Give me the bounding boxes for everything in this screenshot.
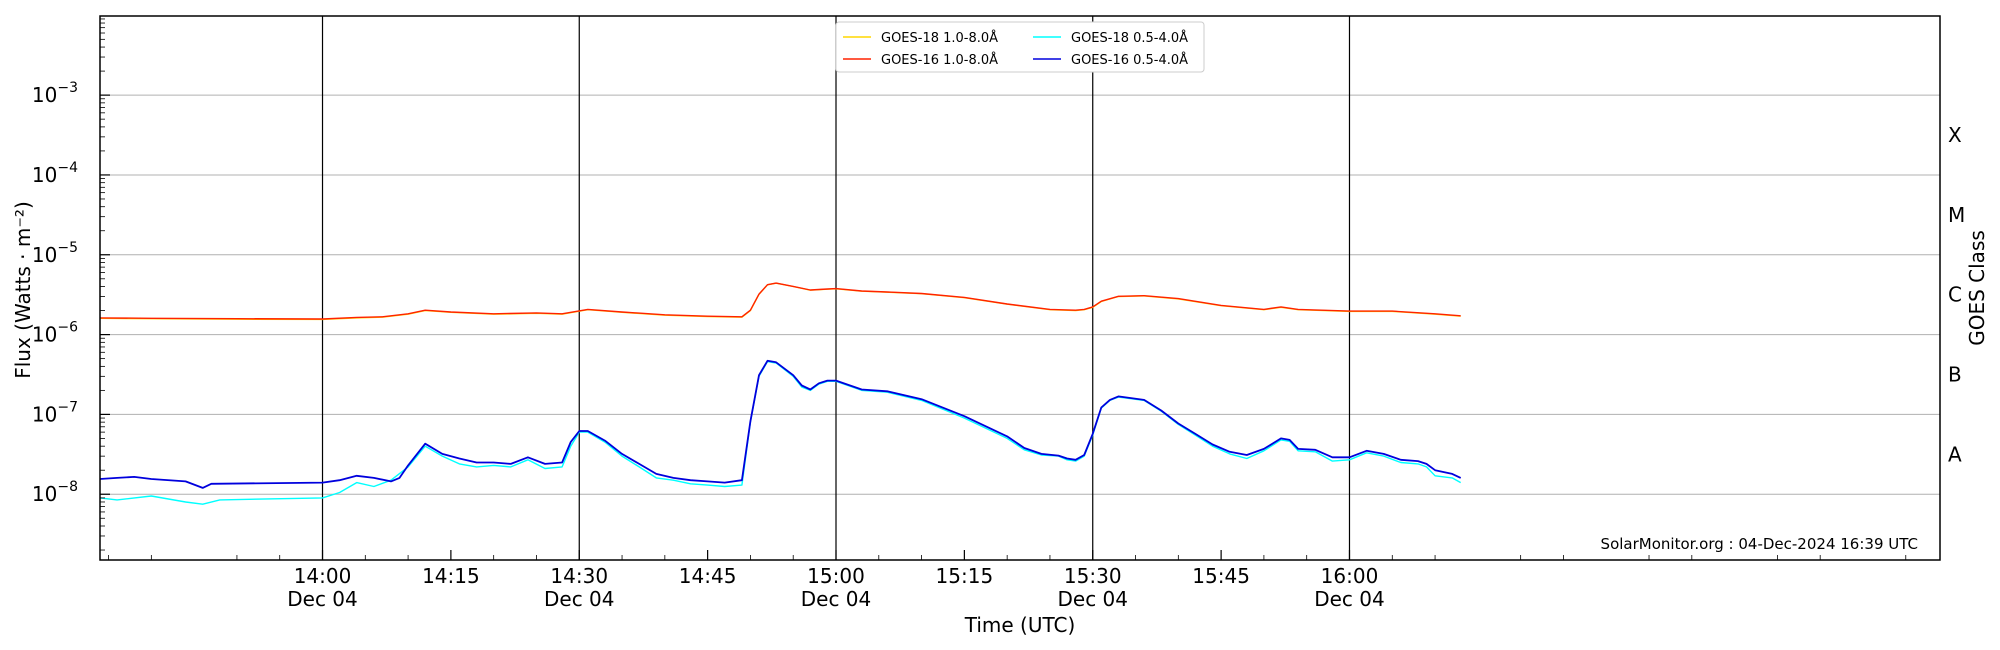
goes-class-label: B [1948, 363, 1962, 387]
legend-label: GOES-18 0.5-4.0Å [1071, 30, 1188, 46]
x-tick-label: 16:00 [1321, 564, 1379, 588]
x-tick-date-label: Dec 04 [287, 587, 358, 611]
x-tick-date-label: Dec 04 [801, 587, 872, 611]
goes-class-label: M [1948, 203, 1965, 227]
x-tick-date-label: Dec 04 [1057, 587, 1128, 611]
grid-lines [100, 16, 1940, 560]
y-axis-title: Flux (Watts · m⁻²) [11, 201, 35, 379]
legend-box [835, 21, 1205, 73]
legend-label: GOES-18 1.0-8.0Å [881, 30, 998, 46]
y-tick-label: 10−8 [32, 479, 78, 506]
x-tick-label: 15:45 [1192, 564, 1250, 588]
series-line [99, 282, 1461, 320]
goes-class-label: A [1948, 442, 1962, 466]
goes-class-label: X [1948, 123, 1962, 147]
x-tick-label: 15:30 [1064, 564, 1122, 588]
legend-label: GOES-16 1.0-8.0Å [881, 52, 998, 68]
axis-ticks [100, 18, 1907, 560]
x-tick-label: 14:30 [550, 564, 608, 588]
series-line [99, 359, 1462, 489]
x-axis-title: Time (UTC) [964, 613, 1076, 637]
x-tick-date-label: Dec 04 [1314, 587, 1385, 611]
y-tick-label: 10−3 [32, 80, 78, 107]
y2-axis-title: GOES Class [1965, 230, 1989, 346]
legend-label: GOES-16 0.5-4.0Å [1071, 52, 1188, 68]
x-tick-label: 14:45 [679, 564, 737, 588]
x-tick-label: 15:15 [936, 564, 994, 588]
goes-class-label: C [1948, 283, 1962, 307]
plot-frame [99, 15, 1941, 561]
series-lines [99, 282, 1462, 505]
x-tick-label: 15:00 [807, 564, 865, 588]
credit-annotation: SolarMonitor.org : 04-Dec-2024 16:39 UTC [1601, 535, 1918, 553]
legend: GOES-18 1.0-8.0Å GOES-16 1.0-8.0Å GOES-18 … [835, 21, 1205, 73]
x-tick-label: 14:15 [422, 564, 480, 588]
x-tick-label: 14:00 [294, 564, 352, 588]
goes-class-labels: A B C M X [1948, 123, 1965, 466]
x-tick-date-label: Dec 04 [544, 587, 615, 611]
